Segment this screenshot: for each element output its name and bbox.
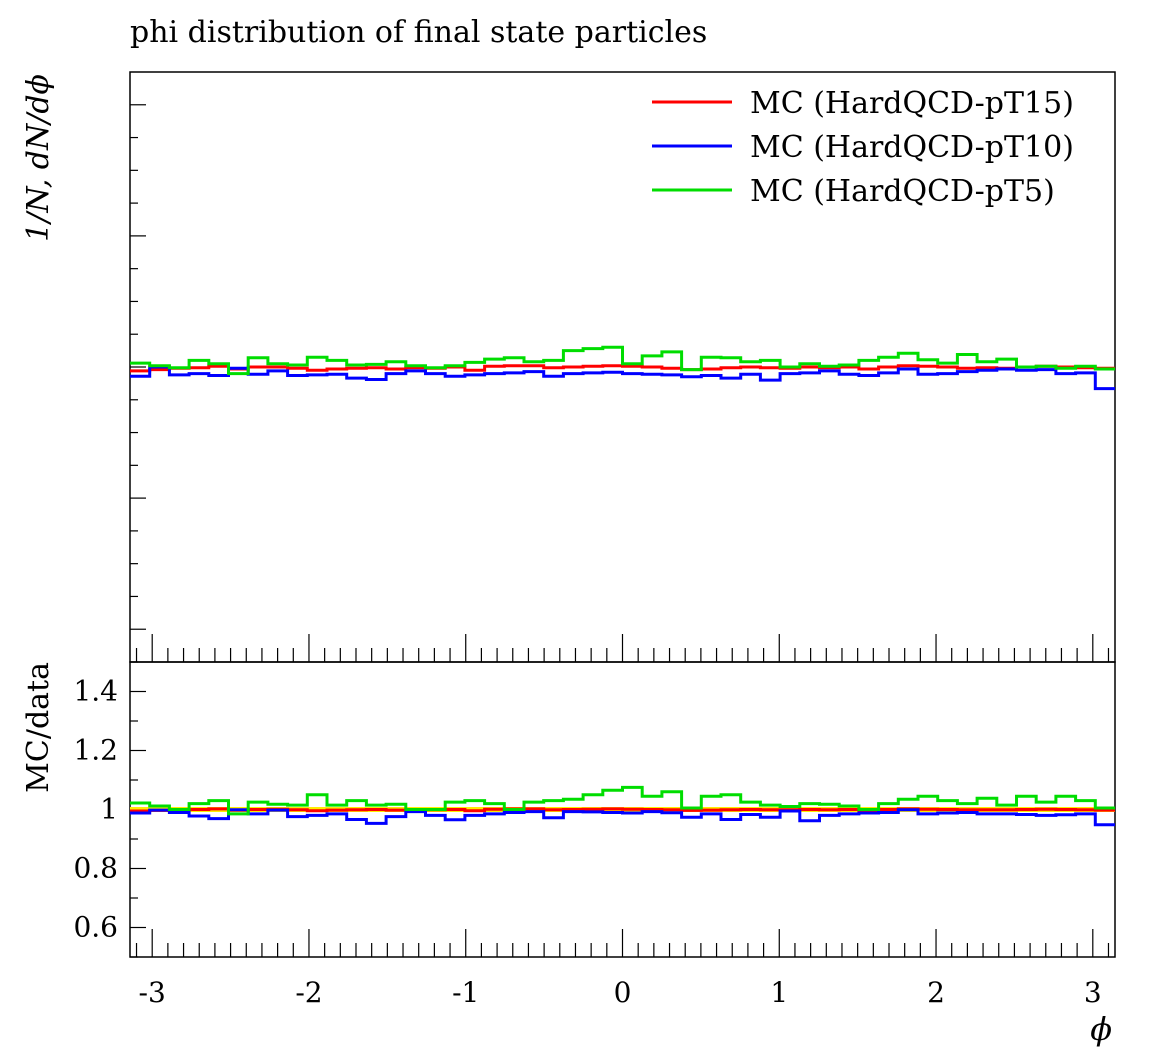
x-tick-label: 2 <box>927 976 945 1009</box>
series-line-2 <box>130 345 1115 376</box>
legend-label: MC (HardQCD-pT10) <box>750 130 1074 165</box>
x-tick-label: -3 <box>139 976 166 1009</box>
ratio-line-1 <box>130 808 1115 827</box>
x-axis-label: ϕ <box>1090 1010 1112 1048</box>
x-tick-label: 0 <box>614 976 632 1009</box>
ratio-y-tick-label: 1.4 <box>73 675 118 708</box>
main-series-lines <box>130 345 1115 391</box>
ratio-line-2 <box>130 785 1115 816</box>
x-tick-label: 1 <box>770 976 788 1009</box>
ratio-y-axis-label: MC/data <box>21 662 56 793</box>
y-axis-label: 1/N, dN/dϕ <box>21 74 56 242</box>
ratio-y-tick-labels: 0.6 0.8 1 1.2 1.4 <box>73 675 118 944</box>
ratio-y-tick-label: 0.8 <box>73 852 118 885</box>
x-tick-label: -2 <box>295 976 322 1009</box>
legend-label: MC (HardQCD-pT5) <box>750 174 1055 209</box>
legend: MC (HardQCD-pT15) MC (HardQCD-pT10) MC (Ha… <box>652 86 1074 209</box>
ratio-y-tick-label: 1 <box>100 793 118 826</box>
series-line-0 <box>130 364 1115 373</box>
x-tick-label: 3 <box>1084 976 1102 1009</box>
ratio-series-lines <box>130 785 1115 827</box>
ratio-y-tick-label: 1.2 <box>73 734 118 767</box>
main-plot-ticks <box>130 104 1110 662</box>
chart-title: phi distribution of final state particle… <box>130 15 707 50</box>
ratio-y-tick-label: 0.6 <box>73 911 118 944</box>
ratio-plot-ticks <box>130 661 1110 958</box>
legend-label: MC (HardQCD-pT15) <box>750 86 1074 121</box>
x-tick-labels: -3 -2 -1 0 1 2 3 <box>139 976 1102 1009</box>
x-tick-label: -1 <box>452 976 479 1009</box>
series-line-1 <box>130 365 1115 391</box>
